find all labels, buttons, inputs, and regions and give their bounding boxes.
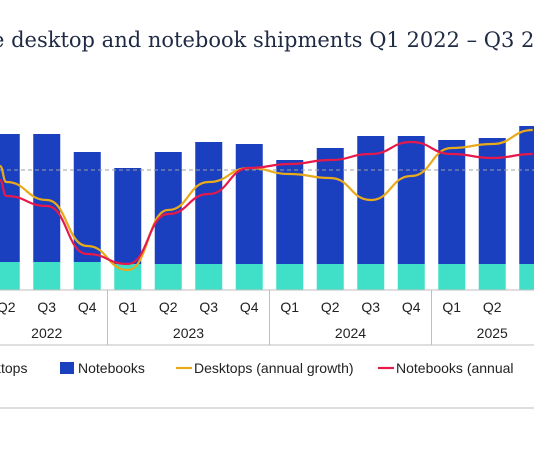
bar-desktops-8 [316, 264, 344, 290]
year-label: 2022 [31, 325, 62, 341]
bar-notebooks-0 [0, 134, 20, 262]
bar-desktops-4 [154, 264, 182, 290]
bar-desktops-6 [235, 264, 263, 290]
bar-notebooks-13 [519, 126, 534, 264]
bar-notebooks-3 [114, 168, 142, 264]
bar-desktops-1 [33, 262, 61, 290]
x-tick-label: Q1 [442, 299, 461, 315]
bar-notebooks-11 [438, 140, 466, 264]
legend-label: Notebooks [78, 360, 145, 376]
x-tick-label: Q4 [402, 299, 421, 315]
legend-swatch-notebooks [60, 362, 74, 374]
bar-notebooks-5 [195, 142, 223, 264]
bar-notebooks-6 [235, 144, 263, 264]
x-tick-label: Q4 [78, 299, 97, 315]
bar-desktops-9 [357, 264, 385, 290]
x-tick-labels: Q2 Q3 Q4 Q1 Q2 Q3 Q4 Q1 Q2 Q3 Q4 Q1 Q2 [0, 299, 502, 315]
chart-title: e desktop and notebook shipments Q1 2022… [0, 28, 534, 52]
bars-group [0, 126, 534, 290]
x-tick-label: Q3 [37, 299, 56, 315]
bar-desktops-10 [397, 264, 425, 290]
legend-label: Desktops (annual growth) [194, 360, 354, 376]
lines-group [0, 128, 533, 272]
bar-desktops-7 [276, 264, 304, 290]
legend: ktops Notebooks Desktops (annual growth) No… [0, 360, 514, 376]
bar-desktops-5 [195, 264, 223, 290]
x-tick-label: Q1 [118, 299, 137, 315]
bar-desktops-11 [438, 264, 466, 290]
x-tick-label: Q3 [361, 299, 380, 315]
x-tick-label: Q2 [321, 299, 340, 315]
year-labels: 2022 2023 2024 2025 [31, 290, 508, 345]
notebooks-growth-line [0, 140, 533, 266]
legend-label: ktops [0, 360, 27, 376]
bar-desktops-0 [0, 262, 20, 290]
x-tick-label: Q4 [240, 299, 259, 315]
bar-desktops-12 [478, 264, 506, 290]
bar-notebooks-8 [316, 148, 344, 264]
year-label: 2023 [173, 325, 204, 341]
year-label: 2024 [335, 325, 366, 341]
legend-label: Notebooks (annual [396, 360, 514, 376]
bar-desktops-13 [519, 264, 534, 290]
year-label: 2025 [477, 325, 508, 341]
bar-notebooks-7 [276, 160, 304, 264]
bar-desktops-2 [73, 262, 101, 290]
bar-notebooks-10 [397, 136, 425, 264]
x-tick-label: Q2 [159, 299, 178, 315]
x-tick-label: Q2 [0, 299, 16, 315]
x-tick-label: Q2 [483, 299, 502, 315]
x-tick-label: Q1 [280, 299, 299, 315]
x-tick-label: Q3 [199, 299, 218, 315]
